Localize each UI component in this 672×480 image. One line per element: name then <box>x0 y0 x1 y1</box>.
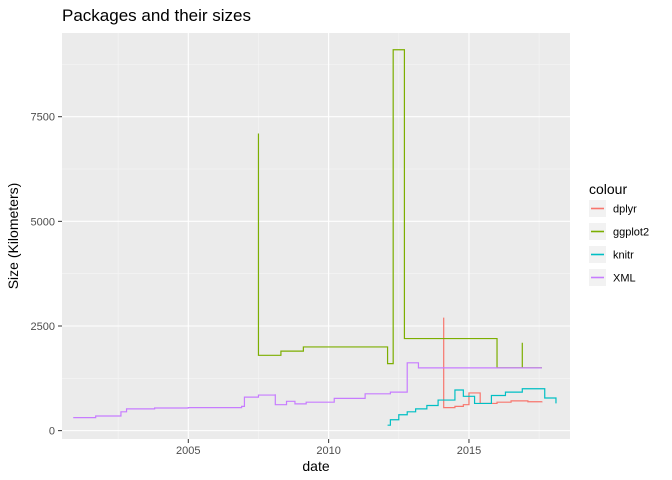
series-line-knitr <box>387 388 557 426</box>
y-tick-label: 5000 <box>31 216 55 228</box>
legend: colour dplyr ggplot2 knitr XML <box>589 181 649 286</box>
legend-title: colour <box>589 181 627 197</box>
x-tick-label: 2010 <box>316 445 340 457</box>
legend-label-knitr: knitr <box>613 250 634 262</box>
plot-panel <box>62 33 570 439</box>
legend-label-xml: XML <box>613 273 636 285</box>
series-lines <box>73 49 557 426</box>
y-axis-title: Size (Kilometers) <box>5 183 21 290</box>
x-axis-title: date <box>302 458 329 474</box>
legend-label-ggplot2: ggplot2 <box>613 227 649 239</box>
y-tick-label: 2500 <box>31 321 55 333</box>
y-axis-ticks: 0 2500 5000 7500 <box>31 112 62 438</box>
series-line-xml <box>73 362 542 419</box>
x-tick-label: 2015 <box>457 445 481 457</box>
legend-label-dplyr: dplyr <box>613 204 637 216</box>
x-tick-label: 2005 <box>176 445 200 457</box>
y-tick-label: 0 <box>49 426 55 438</box>
y-tick-label: 7500 <box>31 112 55 124</box>
major-gridlines <box>62 33 570 439</box>
series-line-dplyr <box>443 317 543 409</box>
series-line-ggplot2 <box>257 49 542 369</box>
chart-title: Packages and their sizes <box>62 6 251 25</box>
x-axis-ticks: 2005 2010 2015 <box>176 439 481 457</box>
